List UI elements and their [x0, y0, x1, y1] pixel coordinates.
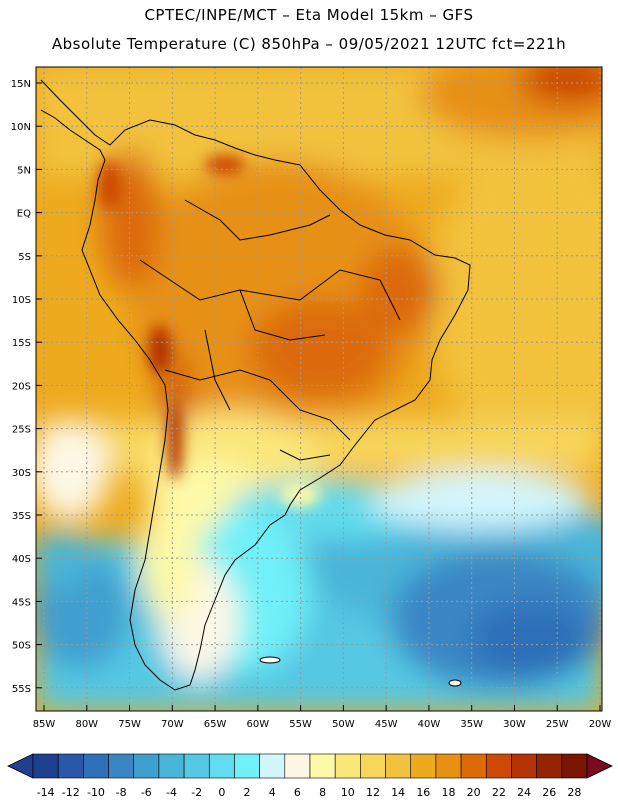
colorbar-label: -10	[87, 786, 105, 799]
colorbar-swatch	[133, 753, 160, 779]
colorbar-label: 16	[416, 786, 430, 799]
lon-label: 40W	[418, 719, 441, 730]
colorbar-label: 8	[319, 786, 326, 799]
colorbar-label: -14	[37, 786, 55, 799]
lon-label: 85W	[33, 719, 56, 730]
title-line-2: Absolute Temperature (C) 850hPa – 09/05/…	[51, 35, 567, 53]
colorbar-swatch	[259, 753, 286, 779]
lat-label: 45S	[12, 597, 31, 608]
lon-label: 45W	[375, 719, 398, 730]
colorbar-label: -2	[191, 786, 202, 799]
colorbar-label: 18	[442, 786, 456, 799]
colorbar-label: -6	[141, 786, 152, 799]
colorbar-arrow-left	[7, 753, 34, 779]
colorbar-swatch	[410, 753, 437, 779]
colorbar-label: 24	[517, 786, 531, 799]
colorbar-swatch	[234, 753, 260, 779]
lat-label: 30S	[12, 468, 31, 479]
grid-lines	[36, 67, 602, 711]
colorbar: -14 -12 -10 -8 -6 -4 -2 0 2 4 6 8 10 12 14 16 18 20 22 24 26…	[7, 753, 613, 799]
colorbar-swatch	[32, 753, 59, 779]
lat-label: 10N	[11, 122, 31, 133]
colorbar-arrow-right	[586, 753, 613, 779]
lon-label: 25W	[546, 719, 569, 730]
lat-label: 50S	[12, 641, 31, 652]
colorbar-swatch	[309, 753, 336, 779]
islands	[259, 656, 462, 687]
colorbar-label: 2	[244, 786, 251, 799]
colorbar-swatch	[284, 753, 311, 779]
lon-label: 70W	[161, 719, 184, 730]
colorbar-label: -8	[116, 786, 127, 799]
colorbar-label: 0	[218, 786, 225, 799]
colorbar-swatch	[460, 753, 487, 779]
colorbar-label: 28	[567, 786, 581, 799]
coastlines	[40, 79, 471, 691]
colorbar-label: 14	[391, 786, 405, 799]
lat-label: 55S	[12, 684, 31, 695]
colorbar-swatch	[57, 753, 84, 779]
lon-label: 60W	[247, 719, 270, 730]
colorbar-swatch	[208, 753, 235, 779]
lat-label: 5S	[18, 252, 31, 263]
colorbar-swatch	[561, 753, 588, 779]
colorbar-label: 12	[366, 786, 380, 799]
lat-label: 40S	[12, 554, 31, 565]
colorbar-swatch	[108, 753, 135, 779]
longitude-axis: 85W 80W 75W 70W 65W 60W 55W 50W 45W 40W 35W 30W 25W 2…	[33, 705, 612, 730]
colorbar-swatch	[485, 753, 512, 779]
lon-label: 35W	[460, 719, 483, 730]
colorbar-swatch	[385, 753, 412, 779]
colorbar-label: 10	[341, 786, 355, 799]
colorbar-label: 26	[542, 786, 556, 799]
colorbar-label: -4	[166, 786, 177, 799]
lon-label: 50W	[332, 719, 355, 730]
lat-label: 10S	[12, 295, 31, 306]
lat-label: 35S	[12, 511, 31, 522]
colorbar-label: 20	[467, 786, 481, 799]
lat-label: 5N	[17, 165, 31, 176]
lat-label: 15S	[12, 338, 31, 349]
lat-label: 25S	[12, 425, 31, 436]
colorbar-label: 6	[294, 786, 301, 799]
lon-label: 30W	[503, 719, 526, 730]
colorbar-label: -12	[62, 786, 80, 799]
lat-label: 20S	[12, 381, 31, 392]
colorbar-swatch	[158, 753, 185, 779]
colorbar-label: 22	[492, 786, 506, 799]
lon-label: 75W	[118, 719, 141, 730]
latitude-axis: 15N 10N 5N EQ 5S 10S 15S 20S 25S 30S 35S 40S 45S 50S 5…	[11, 79, 42, 695]
title-line-1: CPTEC/INPE/MCT – Eta Model 15km – GFS	[144, 6, 474, 24]
colorbar-swatch	[183, 753, 210, 779]
temperature-field	[36, 67, 602, 711]
colorbar-swatch	[360, 753, 386, 779]
colorbar-swatch	[83, 753, 109, 779]
colorbar-swatch	[334, 753, 361, 779]
lon-label: 55W	[289, 719, 312, 730]
lat-label: 15N	[11, 79, 31, 90]
colorbar-swatch	[435, 753, 462, 779]
lon-label: 80W	[75, 719, 98, 730]
colorbar-swatch	[536, 753, 563, 779]
colorbar-label: 4	[269, 786, 276, 799]
lon-label: 20W	[589, 719, 612, 730]
colorbar-swatch	[511, 753, 537, 779]
lat-label: EQ	[17, 209, 31, 220]
map-frame	[35, 66, 603, 712]
lon-label: 65W	[204, 719, 227, 730]
